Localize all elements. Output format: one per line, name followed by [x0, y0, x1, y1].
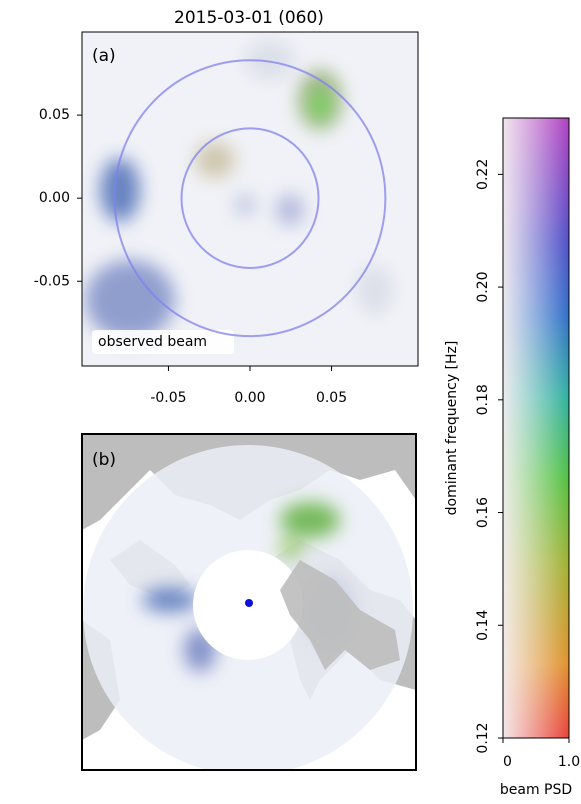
- y-tick-label: 0.00: [39, 190, 70, 206]
- colorbar-fade: [503, 118, 569, 738]
- y-tick-label: -0.05: [34, 273, 70, 289]
- x-tick-label: -0.05: [150, 390, 186, 406]
- y-tick-label: 0.14: [475, 610, 491, 641]
- x-tick-label: 0.05: [316, 390, 347, 406]
- y-tick-label: 0.05: [39, 107, 70, 123]
- figure-title: 2015-03-01 (060): [174, 8, 324, 28]
- colorbar-ylabel: dominant frequency [Hz]: [444, 341, 460, 516]
- colorbar-xlabel: beam PSD: [500, 782, 572, 798]
- panel-label: (a): [92, 46, 116, 66]
- y-tick-label: 0.22: [475, 159, 491, 190]
- panel-b-frame: [81, 433, 417, 771]
- beam-circle: [113, 59, 387, 338]
- panel-label: (b): [92, 450, 116, 470]
- y-tick-label: 0.12: [475, 722, 491, 753]
- x-tick-label: 0.00: [234, 390, 265, 406]
- annotation-box: [92, 330, 234, 354]
- panel-a-image: [82, 32, 418, 366]
- colorbar-frame: [502, 117, 570, 739]
- x-tick-label: 0: [503, 754, 512, 770]
- y-tick-label: 0.18: [475, 384, 491, 415]
- y-tick-label: 0.16: [475, 497, 491, 528]
- y-tick-label: 0.20: [475, 272, 491, 303]
- map: [82, 434, 416, 770]
- x-tick-label: 1.0: [558, 754, 580, 770]
- annotation: observed beam: [98, 334, 207, 350]
- beam-circle: [180, 127, 320, 269]
